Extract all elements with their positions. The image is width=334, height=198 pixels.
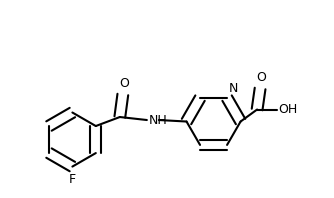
Text: O: O — [257, 71, 267, 84]
Text: O: O — [119, 77, 129, 90]
Text: N: N — [228, 82, 238, 95]
Text: OH: OH — [278, 103, 297, 116]
Text: F: F — [69, 173, 76, 186]
Text: NH: NH — [148, 113, 167, 127]
